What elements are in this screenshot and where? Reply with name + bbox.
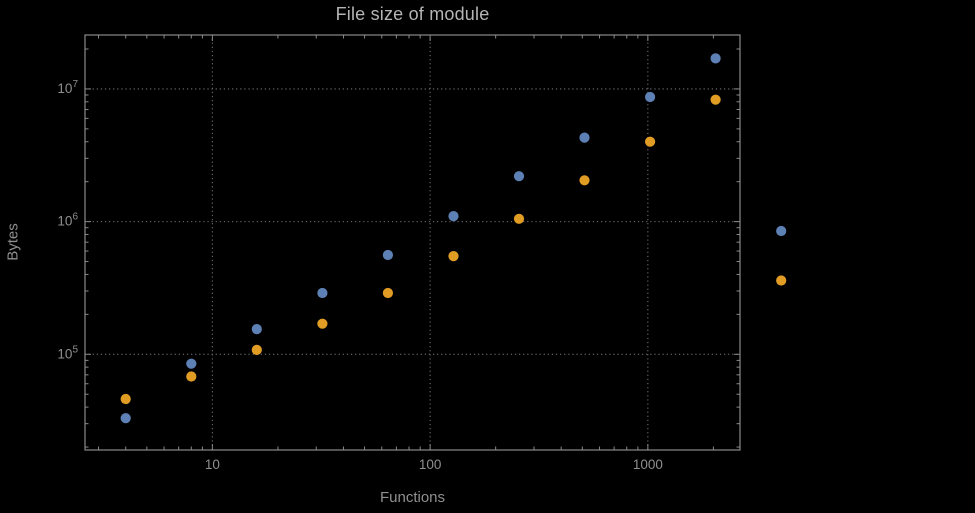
data-point	[645, 91, 656, 103]
data-point	[317, 287, 328, 299]
data-point	[317, 318, 328, 329]
data-point	[776, 275, 787, 286]
data-point	[448, 251, 459, 262]
chart-title: File size of module	[335, 4, 490, 24]
data-point	[645, 136, 656, 147]
data-point	[186, 371, 197, 382]
axis-ticks	[85, 35, 740, 450]
series-2-orange-points	[120, 94, 787, 405]
x-tick-label: 100	[419, 457, 442, 472]
x-axis-label: Functions	[379, 489, 446, 506]
data-point	[513, 213, 525, 224]
data-point	[382, 249, 393, 261]
y-tick-label: 107	[57, 79, 78, 96]
data-point	[251, 324, 262, 335]
data-point	[579, 175, 590, 186]
data-point	[448, 211, 459, 222]
data-point	[382, 287, 393, 299]
gridlines	[84, 34, 741, 451]
data-point	[579, 132, 590, 143]
plot-frame	[84, 34, 741, 451]
y-tick-label: 106	[57, 212, 78, 229]
data-point	[513, 171, 525, 182]
x-tick-label: 10	[205, 457, 220, 472]
y-axis-label: Bytes	[4, 223, 22, 261]
data-point	[776, 225, 787, 237]
data-point	[186, 358, 197, 369]
data-point	[120, 413, 131, 424]
data-point	[710, 94, 721, 105]
data-point	[120, 393, 131, 405]
tick-labels: 10 100 1000 105 106 107	[57, 79, 662, 472]
data-point	[710, 53, 721, 64]
series-1-blue-points	[120, 53, 787, 424]
x-tick-label: 1000	[633, 457, 663, 472]
data-point	[251, 344, 262, 355]
y-tick-label: 105	[57, 344, 78, 361]
